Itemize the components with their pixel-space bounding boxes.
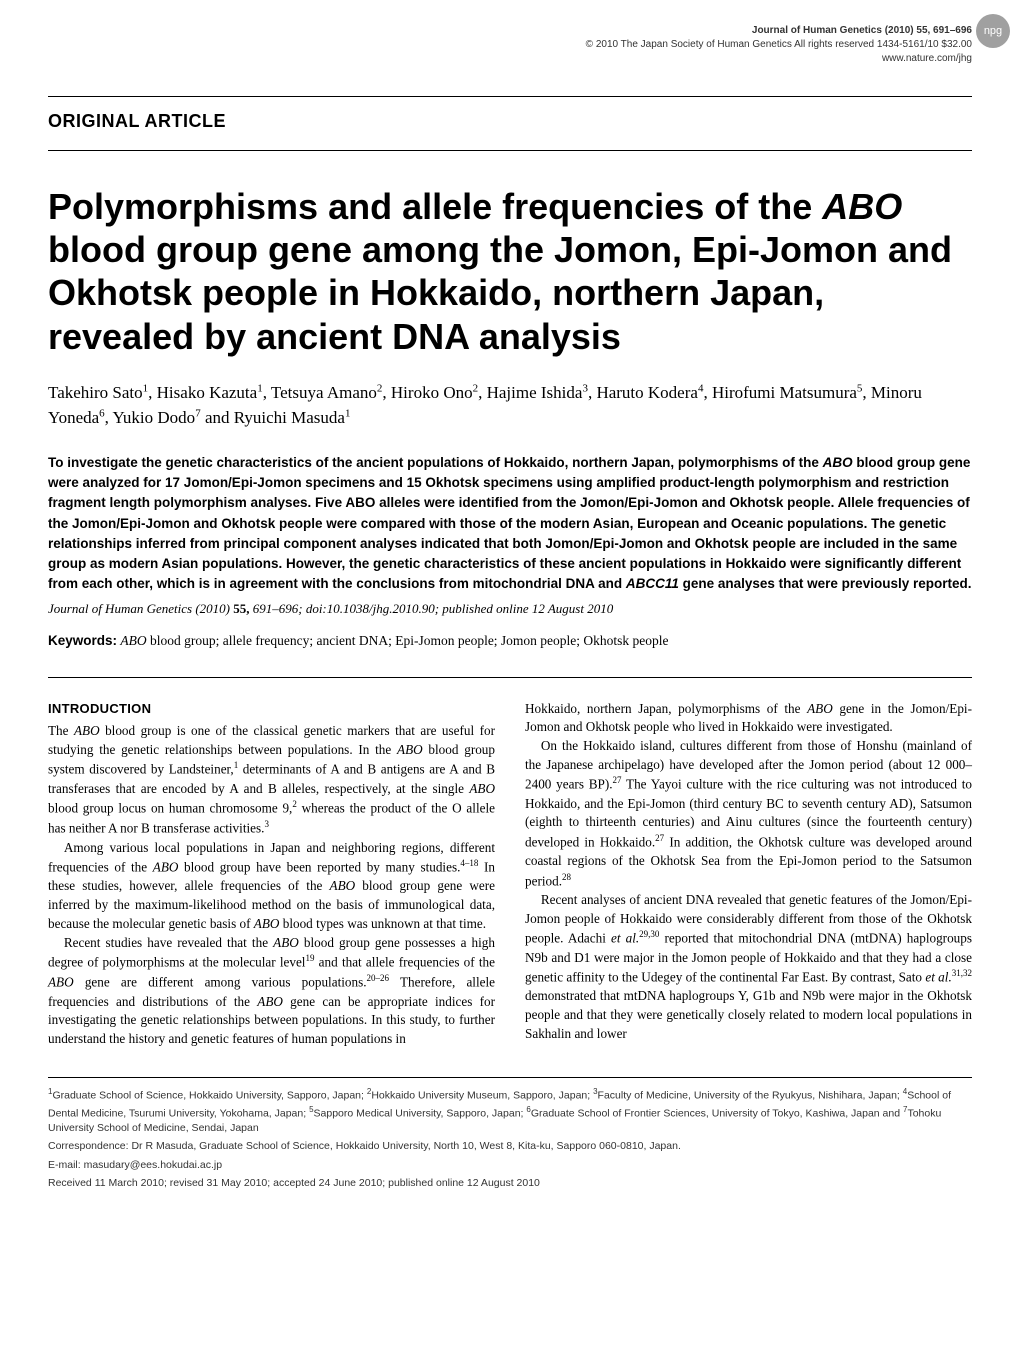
title-text-post: blood group gene among the Jomon, Epi-Jo…	[48, 229, 952, 356]
column-left-content: The ABO blood group is one of the classi…	[48, 722, 495, 1049]
correspondence: Correspondence: Dr R Masuda, Graduate Sc…	[48, 1139, 972, 1154]
affiliations: 1Graduate School of Science, Hokkaido Un…	[48, 1086, 972, 1137]
article-title: Polymorphisms and allele frequencies of …	[48, 185, 972, 358]
title-text-pre: Polymorphisms and allele frequencies of …	[48, 186, 822, 227]
divider	[48, 1077, 972, 1078]
article-history: Received 11 March 2010; revised 31 May 2…	[48, 1176, 972, 1191]
title-gene-italic: ABO	[822, 186, 902, 227]
citation-line: Journal of Human Genetics (2010) 55, 691…	[48, 601, 972, 617]
column-left: INTRODUCTION The ABO blood group is one …	[48, 700, 495, 1049]
copyright-line: © 2010 The Japan Society of Human Geneti…	[586, 38, 972, 52]
journal-url: www.nature.com/jhg	[586, 52, 972, 66]
body-columns: INTRODUCTION The ABO blood group is one …	[48, 700, 972, 1049]
keywords-label: Keywords:	[48, 633, 117, 648]
divider	[48, 677, 972, 678]
keywords: Keywords: ABO blood group; allele freque…	[48, 633, 972, 649]
correspondence-email: E-mail: masudary@ees.hokudai.ac.jp	[48, 1158, 972, 1173]
journal-header: Journal of Human Genetics (2010) 55, 691…	[586, 24, 972, 66]
section-heading-introduction: INTRODUCTION	[48, 700, 495, 718]
column-right-content: Hokkaido, northern Japan, polymorphisms …	[525, 700, 972, 1044]
divider	[48, 150, 972, 151]
divider	[48, 96, 972, 97]
column-right: Hokkaido, northern Japan, polymorphisms …	[525, 700, 972, 1049]
keywords-value: ABO blood group; allele frequency; ancie…	[120, 633, 668, 648]
article-type: ORIGINAL ARTICLE	[48, 111, 972, 132]
author-list: Takehiro Sato1, Hisako Kazuta1, Tetsuya …	[48, 380, 972, 431]
publisher-logo: npg	[976, 14, 1010, 48]
journal-line: Journal of Human Genetics (2010) 55, 691…	[586, 24, 972, 38]
abstract: To investigate the genetic characteristi…	[48, 453, 972, 595]
